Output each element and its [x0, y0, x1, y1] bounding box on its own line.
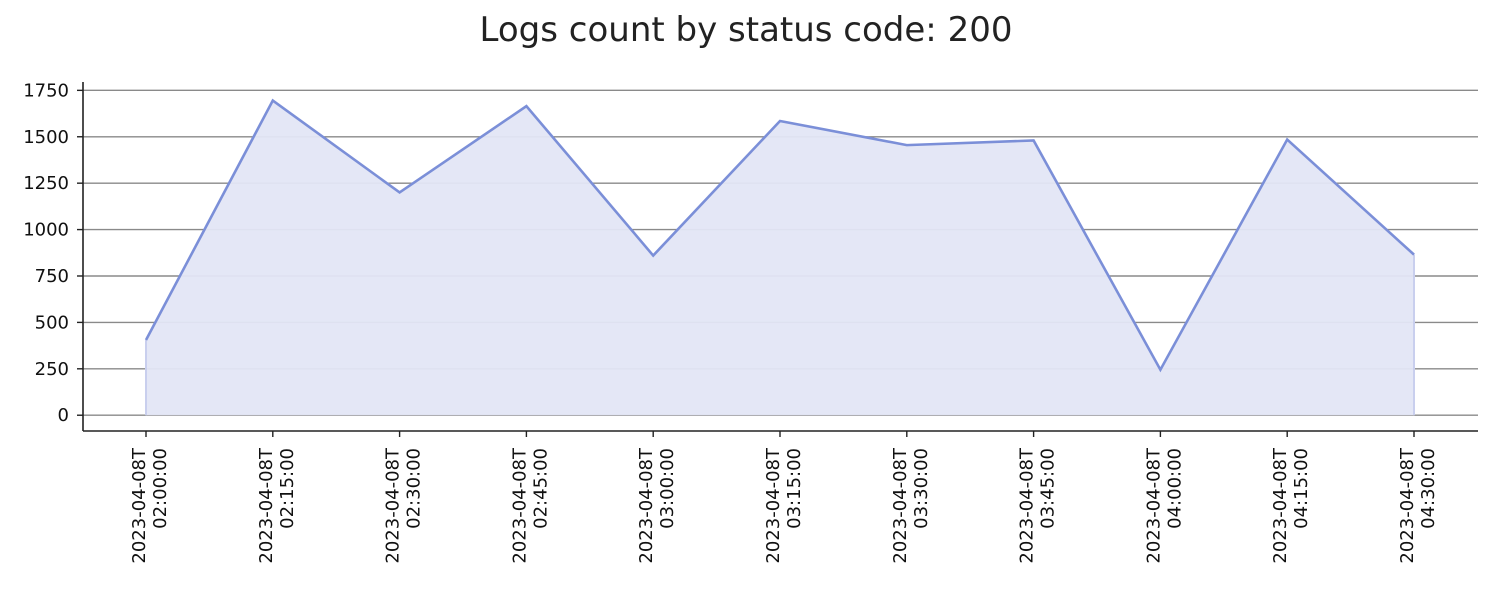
x-tick-label: 2023-04-08T03:00:00 [636, 447, 678, 564]
series-line [144, 98, 1415, 373]
y-tick-label: 1750 [23, 80, 69, 101]
x-tick-label: 2023-04-08T03:15:00 [763, 447, 805, 564]
x-tick-label: 2023-04-08T02:15:00 [256, 447, 298, 564]
x-tick-label: 2023-04-08T04:00:00 [1143, 447, 1185, 564]
series-area [146, 100, 1414, 416]
x-tick-label: 2023-04-08T02:45:00 [509, 447, 551, 564]
y-tick-label: 250 [35, 359, 69, 380]
x-tick-label: 2023-04-08T03:30:00 [890, 447, 932, 564]
x-tick-label: 2023-04-08T03:45:00 [1017, 447, 1059, 564]
x-tick-label: 2023-04-08T04:15:00 [1270, 447, 1312, 564]
y-tick-label: 1000 [23, 220, 69, 241]
y-tick-label: 0 [58, 405, 69, 426]
y-tick-label: 1250 [23, 173, 69, 194]
y-tick-label: 750 [35, 266, 69, 287]
x-tick-label: 2023-04-08T04:30:00 [1397, 447, 1439, 564]
x-tick-label: 2023-04-08T02:30:00 [383, 447, 425, 564]
chart-title: Logs count by status code: 200 [479, 10, 1013, 50]
x-tick-label: 2023-04-08T02:00:00 [129, 447, 171, 564]
y-tick-label: 1500 [23, 127, 69, 148]
y-tick-label: 500 [35, 312, 69, 333]
